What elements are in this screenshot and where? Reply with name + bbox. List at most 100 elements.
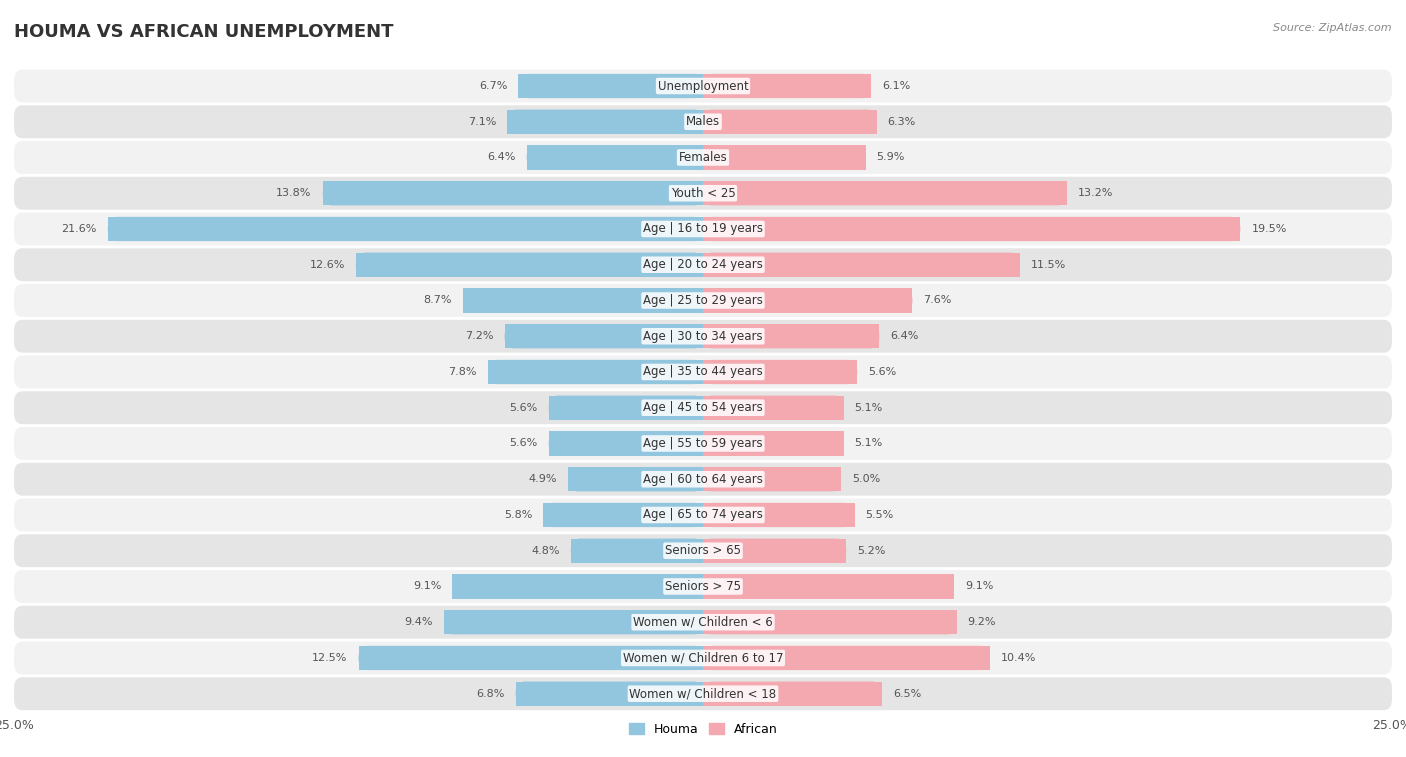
Bar	[703, 431, 844, 456]
FancyBboxPatch shape	[14, 177, 1392, 210]
FancyBboxPatch shape	[703, 681, 882, 706]
FancyBboxPatch shape	[516, 681, 703, 706]
Bar	[508, 110, 703, 134]
FancyBboxPatch shape	[703, 431, 844, 456]
Text: 4.9%: 4.9%	[529, 474, 557, 484]
FancyBboxPatch shape	[548, 431, 703, 456]
Text: HOUMA VS AFRICAN UNEMPLOYMENT: HOUMA VS AFRICAN UNEMPLOYMENT	[14, 23, 394, 41]
Text: 6.3%: 6.3%	[887, 117, 915, 126]
Text: Age | 25 to 29 years: Age | 25 to 29 years	[643, 294, 763, 307]
Bar	[323, 181, 703, 205]
Legend: Houma, African: Houma, African	[624, 718, 782, 740]
Text: Males: Males	[686, 115, 720, 128]
Bar	[703, 217, 1240, 241]
Bar	[453, 575, 703, 599]
Bar	[543, 503, 703, 527]
FancyBboxPatch shape	[703, 217, 1240, 241]
Text: Age | 60 to 64 years: Age | 60 to 64 years	[643, 472, 763, 486]
FancyBboxPatch shape	[108, 217, 703, 241]
FancyBboxPatch shape	[14, 463, 1392, 496]
Text: 5.6%: 5.6%	[509, 438, 537, 448]
Bar	[568, 467, 703, 491]
Bar	[463, 288, 703, 313]
Bar	[703, 181, 1067, 205]
Text: Age | 30 to 34 years: Age | 30 to 34 years	[643, 330, 763, 343]
FancyBboxPatch shape	[519, 74, 703, 98]
FancyBboxPatch shape	[14, 284, 1392, 317]
FancyBboxPatch shape	[14, 606, 1392, 639]
FancyBboxPatch shape	[463, 288, 703, 313]
FancyBboxPatch shape	[571, 538, 703, 563]
FancyBboxPatch shape	[14, 356, 1392, 388]
Text: 5.1%: 5.1%	[855, 403, 883, 413]
Bar	[505, 324, 703, 348]
Bar	[703, 324, 879, 348]
Bar	[703, 253, 1019, 277]
FancyBboxPatch shape	[488, 360, 703, 384]
FancyBboxPatch shape	[703, 360, 858, 384]
FancyBboxPatch shape	[14, 534, 1392, 567]
Bar	[703, 396, 844, 420]
Bar	[703, 681, 882, 706]
Bar	[703, 360, 858, 384]
FancyBboxPatch shape	[505, 324, 703, 348]
Text: 5.6%: 5.6%	[869, 367, 897, 377]
FancyBboxPatch shape	[14, 427, 1392, 460]
Text: Source: ZipAtlas.com: Source: ZipAtlas.com	[1274, 23, 1392, 33]
Text: 9.2%: 9.2%	[967, 617, 995, 628]
Text: 21.6%: 21.6%	[62, 224, 97, 234]
Text: 7.1%: 7.1%	[468, 117, 496, 126]
Text: 6.4%: 6.4%	[890, 332, 918, 341]
FancyBboxPatch shape	[359, 646, 703, 670]
Bar	[703, 145, 866, 170]
FancyBboxPatch shape	[703, 288, 912, 313]
Text: Youth < 25: Youth < 25	[671, 187, 735, 200]
Text: 5.2%: 5.2%	[858, 546, 886, 556]
Bar	[703, 74, 872, 98]
Bar	[703, 538, 846, 563]
Bar	[444, 610, 703, 634]
FancyBboxPatch shape	[14, 70, 1392, 102]
Bar	[703, 467, 841, 491]
Text: 7.2%: 7.2%	[465, 332, 494, 341]
Bar	[703, 575, 953, 599]
FancyBboxPatch shape	[568, 467, 703, 491]
Text: 5.8%: 5.8%	[503, 510, 531, 520]
Text: Women w/ Children < 6: Women w/ Children < 6	[633, 615, 773, 629]
Text: Age | 35 to 44 years: Age | 35 to 44 years	[643, 366, 763, 378]
FancyBboxPatch shape	[548, 396, 703, 420]
Bar	[488, 360, 703, 384]
FancyBboxPatch shape	[703, 253, 1019, 277]
Text: Age | 65 to 74 years: Age | 65 to 74 years	[643, 509, 763, 522]
FancyBboxPatch shape	[703, 145, 866, 170]
Text: Age | 20 to 24 years: Age | 20 to 24 years	[643, 258, 763, 271]
Text: 6.7%: 6.7%	[479, 81, 508, 91]
Bar	[571, 538, 703, 563]
Text: 5.1%: 5.1%	[855, 438, 883, 448]
Text: 11.5%: 11.5%	[1031, 260, 1066, 269]
Bar	[703, 503, 855, 527]
FancyBboxPatch shape	[703, 575, 953, 599]
Text: 19.5%: 19.5%	[1251, 224, 1286, 234]
FancyBboxPatch shape	[543, 503, 703, 527]
Bar	[548, 431, 703, 456]
Text: 6.4%: 6.4%	[488, 152, 516, 163]
Text: Age | 16 to 19 years: Age | 16 to 19 years	[643, 223, 763, 235]
FancyBboxPatch shape	[14, 570, 1392, 603]
FancyBboxPatch shape	[444, 610, 703, 634]
Bar	[519, 74, 703, 98]
FancyBboxPatch shape	[14, 319, 1392, 353]
FancyBboxPatch shape	[703, 181, 1067, 205]
FancyBboxPatch shape	[703, 324, 879, 348]
FancyBboxPatch shape	[703, 396, 844, 420]
FancyBboxPatch shape	[14, 678, 1392, 710]
FancyBboxPatch shape	[14, 641, 1392, 674]
Text: 5.5%: 5.5%	[866, 510, 894, 520]
Text: 12.6%: 12.6%	[309, 260, 344, 269]
Text: 8.7%: 8.7%	[423, 295, 453, 306]
Text: 7.8%: 7.8%	[449, 367, 477, 377]
FancyBboxPatch shape	[703, 610, 956, 634]
Text: 5.6%: 5.6%	[509, 403, 537, 413]
Text: 4.8%: 4.8%	[531, 546, 560, 556]
Text: Seniors > 65: Seniors > 65	[665, 544, 741, 557]
